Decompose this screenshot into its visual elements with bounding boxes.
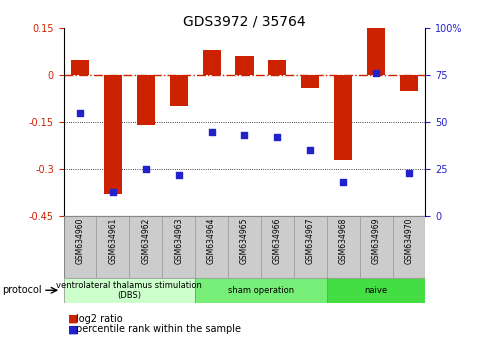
Point: [371, 70, 379, 76]
Point: [404, 170, 412, 176]
Bar: [399, 75, 417, 91]
Text: protocol: protocol: [2, 285, 42, 295]
Text: naive: naive: [364, 286, 387, 295]
Bar: [359, 216, 392, 278]
Point: [273, 134, 281, 140]
Bar: [261, 216, 293, 278]
Text: percentile rank within the sample: percentile rank within the sample: [76, 324, 240, 334]
Text: GSM634967: GSM634967: [305, 218, 314, 264]
Bar: [301, 75, 319, 88]
Text: ■: ■: [68, 324, 79, 334]
Text: GSM634964: GSM634964: [207, 218, 216, 264]
Text: ventrolateral thalamus stimulation
(DBS): ventrolateral thalamus stimulation (DBS): [56, 281, 202, 300]
Text: GSM634961: GSM634961: [108, 218, 117, 264]
Bar: [63, 216, 96, 278]
Text: GSM634965: GSM634965: [240, 218, 248, 264]
Text: GSM634962: GSM634962: [141, 218, 150, 264]
Bar: [103, 75, 122, 194]
Text: sham operation: sham operation: [227, 286, 293, 295]
Point: [339, 179, 346, 185]
Text: GDS3972 / 35764: GDS3972 / 35764: [183, 14, 305, 28]
Point: [306, 147, 314, 153]
Point: [240, 132, 248, 138]
Bar: [96, 216, 129, 278]
Text: GSM634960: GSM634960: [75, 218, 84, 264]
Text: GSM634969: GSM634969: [371, 218, 380, 264]
Text: GSM634968: GSM634968: [338, 218, 347, 264]
Bar: [169, 75, 187, 107]
Bar: [202, 50, 220, 75]
Bar: [392, 216, 425, 278]
Text: log2 ratio: log2 ratio: [76, 314, 122, 324]
Text: GSM634966: GSM634966: [272, 218, 281, 264]
Point: [207, 129, 215, 134]
Bar: [71, 59, 89, 75]
Bar: [366, 28, 385, 75]
Bar: [268, 59, 286, 75]
Bar: [195, 216, 227, 278]
Text: ■: ■: [68, 314, 79, 324]
Bar: [333, 75, 351, 160]
Point: [109, 189, 117, 194]
Bar: [129, 216, 162, 278]
Bar: [162, 216, 195, 278]
Text: GSM634963: GSM634963: [174, 218, 183, 264]
Bar: [235, 57, 253, 75]
Text: GSM634970: GSM634970: [404, 218, 413, 264]
Point: [76, 110, 84, 115]
Bar: [326, 216, 359, 278]
Point: [174, 172, 182, 177]
Bar: [326, 278, 425, 303]
Point: [142, 166, 149, 172]
Bar: [195, 278, 326, 303]
Bar: [293, 216, 326, 278]
Bar: [227, 216, 261, 278]
Bar: [63, 278, 195, 303]
Bar: [137, 75, 155, 125]
